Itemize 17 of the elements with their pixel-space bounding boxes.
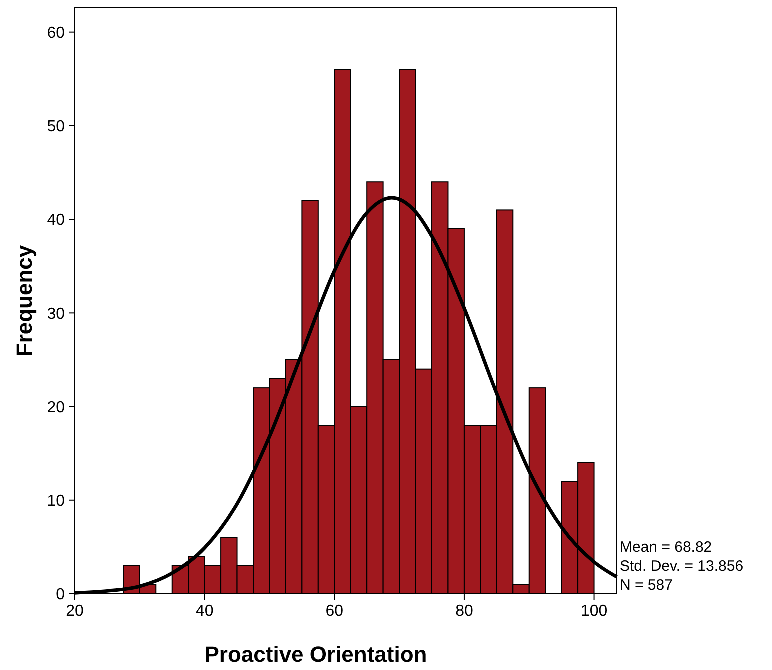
text: Std. Dev. = 13.856 [620,558,744,575]
x-tick-label: 40 [196,603,214,620]
y-tick-label: 20 [47,399,66,416]
y-tick-label: 40 [47,212,66,230]
y-axis-title: Frequency [12,244,37,357]
y-tick-label: 30 [47,306,66,323]
x-axis-title: Proactive Orientation [204,642,428,667]
x-tick-label: 100 [580,603,608,620]
text: N = 587 [620,577,673,594]
x-tick-label: 60 [326,603,344,620]
x-tick-label: 80 [456,603,474,620]
x-tick-label: 20 [66,603,84,620]
y-tick-label: 10 [47,492,66,510]
y-tick-label: 0 [56,586,66,604]
text: Mean = 68.82 [620,539,712,556]
y-tick-label: 60 [47,24,66,42]
y-tick-label: 50 [47,118,66,136]
